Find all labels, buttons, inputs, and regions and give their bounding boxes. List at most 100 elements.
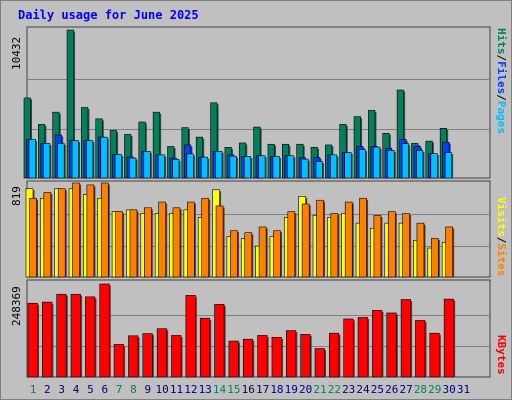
kbytes-bar-day-11 xyxy=(171,335,182,378)
sites-bar-day-18 xyxy=(273,230,281,278)
day-label-19: 19 xyxy=(285,383,298,396)
sites-bar-day-4 xyxy=(72,182,80,278)
pages-bar-day-13 xyxy=(200,156,208,179)
kbytes-bar-day-5 xyxy=(85,296,96,378)
pages-bar-day-1 xyxy=(28,138,36,179)
day-label-25: 25 xyxy=(371,383,384,396)
pages-bar-day-21 xyxy=(315,161,323,179)
kbytes-bar-day-30 xyxy=(443,298,454,378)
sites-bar-day-14 xyxy=(215,205,224,278)
day-label-26: 26 xyxy=(385,383,398,396)
kbytes-bar-day-24 xyxy=(357,317,368,378)
day-label-27: 27 xyxy=(399,383,412,396)
pages-bar-day-30 xyxy=(444,152,452,179)
day-label-30: 30 xyxy=(443,383,456,396)
day-label-9: 9 xyxy=(144,383,151,396)
kbytes-bar-day-10 xyxy=(156,328,167,378)
pages-bar-day-11 xyxy=(172,158,180,179)
kbytes-bar-day-25 xyxy=(372,310,383,378)
day-label-31: 31 xyxy=(457,383,470,396)
sites-bar-day-12 xyxy=(187,201,195,278)
day-label-12: 12 xyxy=(184,383,197,396)
sites-bar-day-16 xyxy=(244,232,253,278)
sites-bar-day-8 xyxy=(129,209,138,278)
pages-bar-day-7 xyxy=(114,154,122,179)
sites-bar-day-21 xyxy=(316,199,324,278)
kbytes-bar-day-7 xyxy=(113,344,124,378)
pages-bar-day-24 xyxy=(358,149,366,179)
sites-bar-day-20 xyxy=(301,203,310,278)
sites-bar-day-11 xyxy=(172,207,181,278)
kbytes-bar-day-16 xyxy=(242,338,254,378)
day-label-3: 3 xyxy=(58,383,65,396)
kbytes-bar-day-12 xyxy=(185,295,196,378)
day-label-1: 1 xyxy=(30,383,37,396)
pages-bar-day-14 xyxy=(215,151,223,179)
pages-bar-day-25 xyxy=(373,146,381,179)
pages-bar-day-27 xyxy=(401,143,409,179)
sites-bar-day-19 xyxy=(287,211,296,278)
pages-bar-day-15 xyxy=(229,155,237,179)
day-label-2: 2 xyxy=(44,383,51,396)
pages-bar-day-18 xyxy=(272,156,280,179)
day-label-11: 11 xyxy=(170,383,183,396)
kbytes-bar-day-29 xyxy=(429,332,440,378)
day-label-14: 14 xyxy=(213,383,227,396)
day-label-13: 13 xyxy=(199,383,212,396)
kbytes-bar-day-2 xyxy=(42,301,53,378)
sites-bar-day-23 xyxy=(344,201,353,278)
day-label-10: 10 xyxy=(156,383,169,396)
kbytes-bar-day-15 xyxy=(228,340,239,378)
day-label-6: 6 xyxy=(101,383,108,396)
pages-bar-day-29 xyxy=(430,153,438,179)
sites-bar-day-5 xyxy=(86,184,95,278)
day-label-24: 24 xyxy=(356,383,370,396)
day-label-28: 28 xyxy=(414,383,427,396)
day-label-8: 8 xyxy=(130,383,137,396)
kbytes-bar-day-9 xyxy=(142,333,153,378)
pages-bar-day-5 xyxy=(86,140,94,179)
pages-bar-day-19 xyxy=(286,155,295,179)
sites-bar-day-28 xyxy=(416,222,425,278)
day-label-20: 20 xyxy=(299,383,312,396)
sites-bar-day-27 xyxy=(402,213,410,278)
kbytes-bar-day-13 xyxy=(199,317,210,378)
day-label-22: 22 xyxy=(328,383,341,396)
sites-bar-day-30 xyxy=(445,226,453,278)
pages-bar-day-16 xyxy=(243,156,252,179)
kbytes-bar-day-18 xyxy=(271,337,282,378)
kbytes-bar-day-3 xyxy=(56,293,67,378)
kbytes-bar-day-27 xyxy=(400,299,411,378)
day-label-15: 15 xyxy=(227,383,240,396)
kbytes-bar-day-6 xyxy=(99,283,110,378)
sites-bar-day-1 xyxy=(29,197,37,278)
pages-bar-day-28 xyxy=(416,150,424,179)
day-label-7: 7 xyxy=(116,383,123,396)
kbytes-bar-day-22 xyxy=(329,332,340,378)
sites-bar-day-22 xyxy=(330,213,339,278)
day-label-16: 16 xyxy=(242,383,255,396)
sites-bar-day-2 xyxy=(43,192,52,278)
pages-bar-day-12 xyxy=(186,153,194,179)
day-label-23: 23 xyxy=(342,383,355,396)
pages-bar-day-22 xyxy=(330,154,338,179)
sites-bar-day-6 xyxy=(100,182,109,278)
sites-bar-day-7 xyxy=(115,211,123,278)
sites-bar-day-24 xyxy=(359,197,367,278)
day-label-17: 17 xyxy=(256,383,269,396)
sites-bar-day-9 xyxy=(144,207,152,278)
sites-bar-day-10 xyxy=(158,201,166,278)
sites-bar-day-25 xyxy=(373,215,382,278)
pages-bar-day-8 xyxy=(129,157,137,179)
sites-bar-day-13 xyxy=(201,197,209,278)
sites-bar-day-3 xyxy=(57,188,66,278)
kbytes-bar-day-14 xyxy=(214,304,225,378)
kbytes-bar-day-26 xyxy=(386,312,397,378)
kbytes-bar-day-23 xyxy=(343,318,354,378)
pages-bar-day-3 xyxy=(57,143,65,179)
pages-bar-day-26 xyxy=(387,150,395,179)
kbytes-bar-day-21 xyxy=(314,348,325,378)
kbytes-bar-day-28 xyxy=(415,320,426,378)
sites-bar-day-15 xyxy=(230,230,238,278)
sites-bar-day-29 xyxy=(430,238,439,278)
